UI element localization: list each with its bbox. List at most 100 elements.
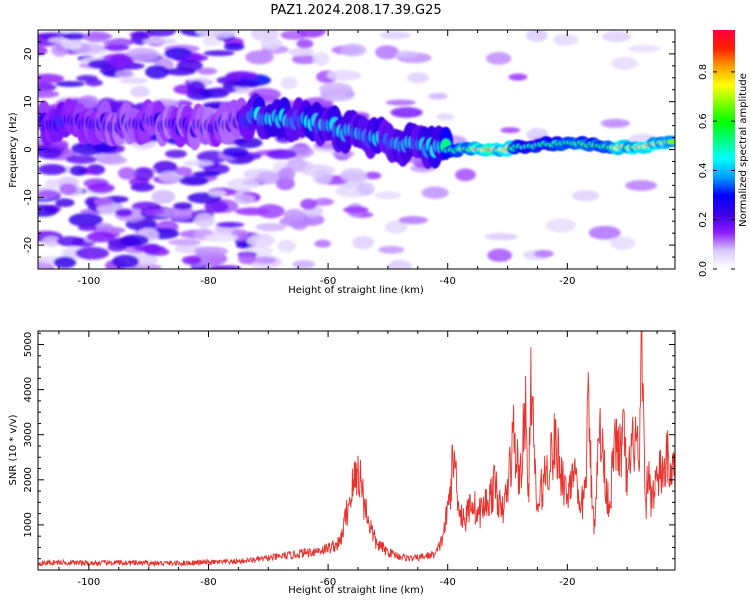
spectrogram-cell (322, 95, 353, 102)
colorbar-label: Normalized spectral amplitude (738, 73, 749, 227)
spectrogram-cell (296, 38, 314, 49)
spectrogram-cell (406, 72, 429, 84)
spectrogram-ridge (38, 92, 675, 169)
spectrogram-cell (145, 65, 169, 79)
spectrogram-cell (97, 155, 128, 165)
spectrogram-cell (378, 245, 405, 254)
spectrogram-cell (202, 35, 222, 47)
spectrogram-cell (111, 254, 140, 269)
spectrogram-cell (385, 99, 416, 106)
spectrogram-cell (61, 41, 83, 49)
spectrogram-cell (340, 168, 367, 183)
spectrogram-cell (534, 249, 554, 258)
spectrogram-ylabel: Frequency (Hz) (8, 112, 19, 188)
spectrogram-cell (117, 167, 136, 180)
spectrogram-cell (276, 239, 297, 253)
colorbar-tick-label: 0.4 (698, 162, 709, 178)
spectrogram-cell (352, 235, 374, 250)
spectrogram-cell (175, 166, 193, 176)
spectrogram-cell (42, 236, 62, 247)
spectrogram-cell (545, 218, 577, 233)
snr-ytick-label: 4000 (23, 377, 34, 402)
spectrogram-cell (363, 171, 382, 180)
spectrogram-cell (166, 206, 195, 220)
spectrogram-cell (286, 157, 307, 171)
spectrogram-cell (76, 74, 99, 82)
snr-ytick-label: 2000 (23, 467, 34, 492)
spectrogram-cell (183, 160, 214, 167)
spectrogram-cell (319, 82, 353, 96)
spectrogram-cell (208, 265, 242, 269)
spectrogram-cell (176, 59, 203, 72)
spectrogram-cell (277, 167, 296, 182)
spectrogram-cell (38, 163, 67, 176)
spectrogram-cell (255, 223, 287, 232)
spectrogram-cell (55, 198, 75, 207)
spectrogram-cell (238, 253, 257, 265)
snr-xtick-label: -40 (440, 577, 456, 588)
spectrogram-cell (167, 238, 201, 246)
colorbar-tick-label: 0.8 (698, 64, 709, 80)
spectrogram-cell (130, 183, 155, 192)
spectrogram-cell (181, 255, 202, 265)
spectrogram-cell (203, 50, 235, 57)
snr-ytick-label: 3000 (23, 422, 34, 447)
spectrogram-cell (390, 107, 423, 118)
spectrogram-cell (436, 113, 455, 121)
spectrogram-cell (485, 52, 512, 65)
spectrogram-cell (235, 137, 263, 149)
spectrogram-cell (107, 242, 127, 252)
spectrogram-cell (254, 256, 277, 264)
spectrogram-cell (38, 73, 65, 84)
spectrogram-cell (120, 234, 149, 247)
spectrogram-cell (87, 183, 115, 194)
spectrogram-cell (610, 56, 638, 70)
spectrogram-ytick-label: -20 (23, 237, 34, 253)
spectrogram-cell (394, 50, 418, 58)
spectrogram-cell (312, 52, 330, 66)
colorbar-gradient (713, 30, 735, 269)
colorbar-tick-label: 0.2 (698, 212, 709, 228)
spectrogram-cell (484, 233, 518, 241)
spectrogram-cell (216, 221, 245, 228)
spectrogram-cell (313, 198, 334, 206)
snr-xtick-label: -20 (559, 577, 575, 588)
spectrogram-cell (204, 200, 229, 213)
spectrogram-cell (133, 167, 154, 182)
spectrogram-cell (609, 236, 636, 250)
spectrogram-cell (314, 239, 332, 248)
spectrogram-xtick-label: -100 (77, 276, 100, 287)
snr-xtick-label: -80 (200, 577, 216, 588)
figure-title: PAZ1.2024.208.17.39.G25 (270, 3, 441, 18)
spectrogram-cell (65, 155, 98, 164)
snr-frame (37, 330, 676, 571)
spectrogram-cell (343, 206, 369, 214)
spectrogram-cell (312, 170, 332, 185)
spectrogram-image (38, 30, 675, 269)
spectrogram-cell (151, 189, 176, 204)
spectrogram-cell (226, 177, 260, 191)
spectrogram-cell (266, 149, 297, 160)
spectrogram-cell (588, 225, 621, 240)
colorbar-ticks: 0.0 0.2 0.4 0.6 0.8 (698, 64, 735, 277)
spectrogram-cell (53, 256, 77, 269)
spectrogram-xtick-label: -40 (440, 276, 456, 287)
colorbar: 0.0 0.2 0.4 0.6 0.8 Normalized spectral ampl… (698, 30, 749, 277)
spectrogram-xtick-label: -20 (559, 276, 575, 287)
spectrogram-ytick-label: -10 (23, 189, 34, 205)
spectrogram-cell (455, 168, 476, 182)
spectrogram-cell (103, 44, 130, 52)
spectrogram-cell (553, 33, 579, 46)
snr-series-line (38, 331, 675, 568)
spectrogram-cell (234, 80, 260, 88)
spectrogram-ytick-label: 20 (23, 48, 34, 61)
snr-panel: -100 -80 -60 -40 -20 1000 2000 3000 4000 5000 Hei… (8, 330, 676, 596)
spectrogram-cell (222, 147, 249, 158)
spectrogram-cell (165, 149, 187, 159)
spectrogram-cell (234, 194, 255, 205)
spectrogram-cell (508, 73, 528, 81)
spectrogram-cell (601, 31, 632, 43)
spectrogram-cell (186, 80, 206, 95)
